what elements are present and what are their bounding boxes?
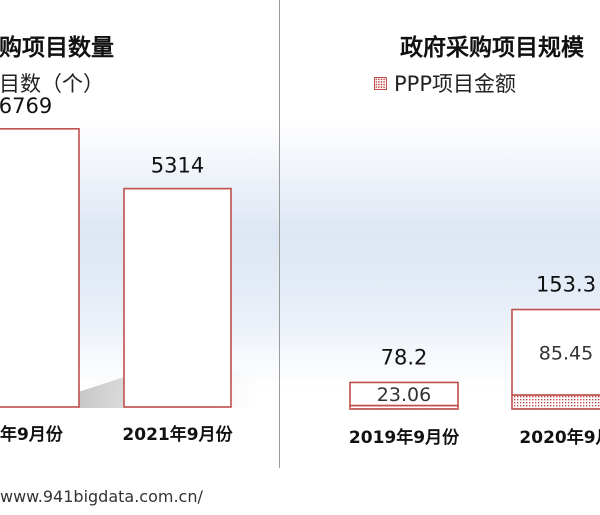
x-tick-label: 0年9月份 (0, 424, 64, 445)
bar-1 (123, 187, 232, 408)
bar-0 (0, 128, 80, 408)
bar-total-label: 153.3 (536, 273, 596, 297)
bar-total-label: 78.2 (381, 345, 428, 369)
x-tick-label: 2019年9月份 (349, 427, 460, 448)
legend-pattern-swatch (374, 76, 387, 90)
bar-value-label: 5314 (151, 154, 204, 178)
left-legend: 目数（个） (0, 68, 104, 98)
x-tick-label: 2021年9月份 (122, 424, 233, 445)
bar-upper-segment (511, 308, 600, 396)
left-legend-entry: 目数（个） (0, 72, 104, 96)
bar-value-label: 6769 (0, 94, 52, 118)
right-legend-entry: PPP项目金额 (394, 72, 516, 96)
right-chart-title: 政府采购项目规模 (400, 35, 584, 61)
left-chart-panel: 6769 0年9月份 5314 2021年9月份 购项目数量 目数（个） (0, 0, 280, 468)
right-legend: PPP项目金额 (374, 68, 516, 98)
right-chart-canvas: 23.06 78.2 2019年9月份 85.45 153.3 2020年9月 (280, 120, 600, 448)
bar-ppp-segment (511, 394, 600, 410)
right-chart-panel: 23.06 78.2 2019年9月份 85.45 153.3 2020年9月 政府采购项… (280, 0, 600, 468)
segment-value-label: 85.45 (539, 342, 593, 364)
footer-url: www.941bigdata.com.cn/ (0, 487, 203, 506)
x-tick-label: 2020年9月 (519, 427, 600, 448)
bar-upper-segment (349, 381, 459, 407)
left-chart-canvas: 6769 0年9月份 5314 2021年9月份 (0, 94, 279, 445)
segment-value-label: 23.06 (377, 384, 431, 406)
left-chart-title: 购项目数量 (0, 35, 114, 61)
